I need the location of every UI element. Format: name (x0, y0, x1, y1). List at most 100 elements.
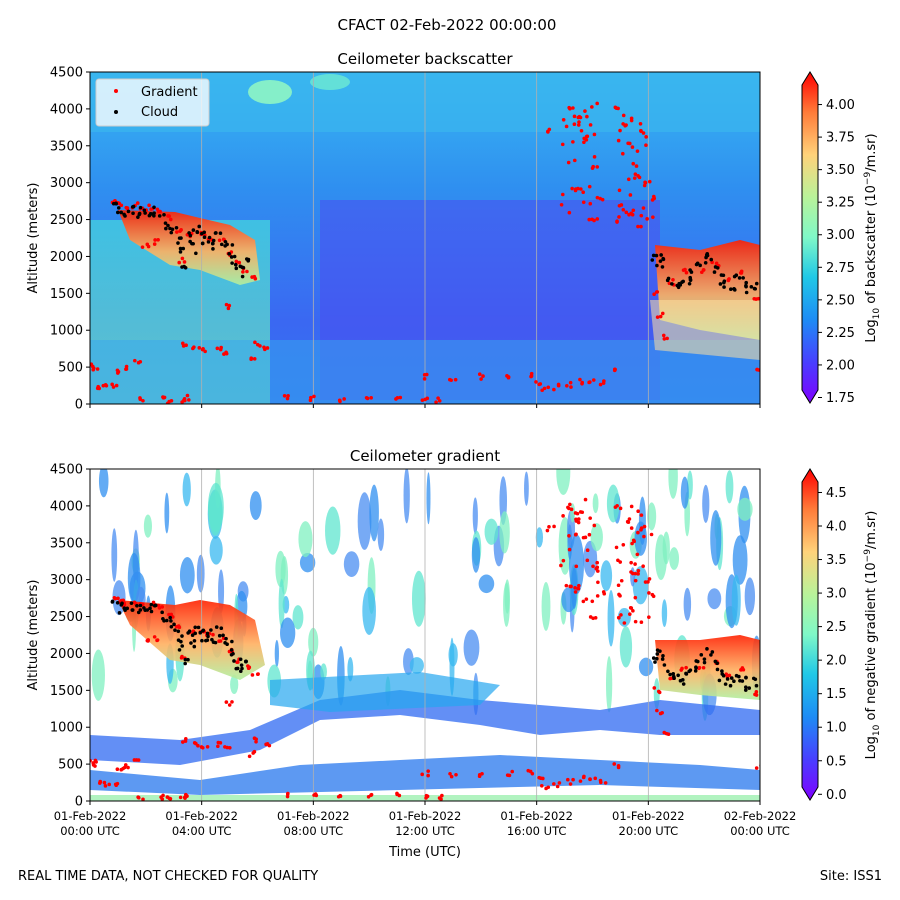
cloud-point (659, 253, 663, 257)
gradient-point (568, 584, 572, 589)
gradient-point (91, 367, 96, 372)
cloud-point (713, 659, 718, 664)
gradient-point (568, 782, 573, 786)
gradient-point (546, 385, 551, 390)
gradient-point (660, 710, 664, 715)
cloud-point (223, 239, 228, 244)
gradient-texture-blob (280, 617, 296, 649)
cloud-point (199, 231, 204, 236)
cloud-point (654, 253, 659, 258)
gradient-point (754, 690, 759, 694)
gradient-point (539, 784, 544, 788)
gradient-point (141, 797, 145, 801)
gradient-texture-blob (619, 626, 633, 668)
gradient-point (567, 210, 572, 215)
gradient-point (641, 564, 645, 568)
gradient-point (579, 187, 583, 191)
gradient-point (437, 399, 442, 403)
cloud-point (163, 221, 168, 225)
cloud-point (678, 283, 683, 287)
colorbar-tick-label: 0.0 (826, 788, 847, 803)
y-tick-label: 2500 (50, 610, 83, 625)
gradient-point (631, 161, 636, 166)
gradient-point (218, 741, 223, 745)
gradient-point (286, 393, 290, 398)
gradient-point (91, 761, 96, 765)
cloud-point (152, 214, 156, 218)
colorbar-tick-label: 4.5 (826, 486, 847, 501)
gradient-point (572, 114, 577, 119)
gradient-texture-blob (209, 536, 223, 565)
gradient-point (145, 242, 150, 247)
gradient-point (760, 765, 764, 769)
gradient-point (510, 769, 515, 774)
cloud-point (176, 629, 181, 634)
gradient-point (627, 517, 632, 521)
gradient-point (588, 123, 593, 127)
gradient-point (217, 639, 221, 643)
gradient-point (629, 504, 634, 509)
y-tick-label: 3500 (50, 536, 83, 551)
gradient-texture-blob (605, 656, 613, 713)
gradient-point (336, 794, 341, 799)
gradient-point (572, 158, 577, 163)
gradient-point (152, 242, 157, 246)
gradient-point (632, 176, 637, 180)
cloud-point (231, 651, 235, 656)
cloud-point (164, 226, 168, 231)
gradient-point (613, 505, 618, 509)
cloud-point (651, 656, 656, 660)
gradient-point (636, 568, 641, 573)
gradient-point (545, 528, 550, 533)
cloud-point (681, 682, 686, 686)
gradient-point (590, 599, 595, 604)
gradient-point (255, 342, 260, 347)
cloud-point (244, 659, 248, 664)
gradient-point (571, 140, 575, 144)
x-tick-date: 01-Feb-2022 (54, 809, 127, 823)
gradient-point (197, 346, 202, 350)
gradient-point (598, 382, 603, 387)
gradient-point (119, 767, 124, 772)
cloud-point (693, 669, 698, 673)
gradient-point (235, 660, 239, 664)
gradient-texture-blob (127, 552, 141, 604)
y-tick-label: 1000 (50, 721, 83, 736)
cloud-point (238, 657, 243, 662)
colorbar-tick-label: 2.00 (826, 358, 855, 373)
gradient-point (595, 195, 600, 200)
backscatter-y-ticks: 0 500 1000 1500 2000 2500 3000 3500 4000 4500 (50, 66, 90, 413)
cloud-point (152, 205, 156, 210)
colorbar-tick-label: 3.50 (826, 163, 855, 178)
colorbar-tick-label: 1.75 (826, 391, 855, 406)
y-tick-label: 3500 (50, 139, 83, 154)
gradient-point (565, 384, 569, 388)
cloud-point (213, 231, 218, 235)
gradient-point (183, 792, 188, 797)
gradient-point (124, 367, 129, 371)
gradient-point (564, 583, 569, 588)
cloud-point (737, 674, 741, 679)
gradient-point (621, 207, 626, 212)
cloud-point (202, 235, 207, 240)
gradient-point (651, 594, 656, 599)
cloud-point (729, 676, 734, 680)
gradient-texture-blob (298, 521, 313, 558)
gradient-point (552, 782, 556, 786)
gradient-texture-blob (484, 518, 499, 545)
cloud-point (227, 252, 231, 256)
gradient-point (590, 105, 594, 109)
gradient-texture-blob (478, 574, 495, 594)
cloud-point (233, 262, 238, 267)
cloud-point (744, 290, 749, 295)
y-tick-label: 500 (58, 361, 83, 376)
gradient-point (556, 383, 561, 388)
gradient-point (573, 586, 577, 590)
gradient-texture-blob (630, 567, 636, 587)
gradient-point (655, 708, 659, 713)
gradient-point (574, 519, 579, 523)
gradient-point (250, 673, 255, 677)
cloud-point (219, 626, 224, 631)
cloud-point (230, 261, 234, 265)
